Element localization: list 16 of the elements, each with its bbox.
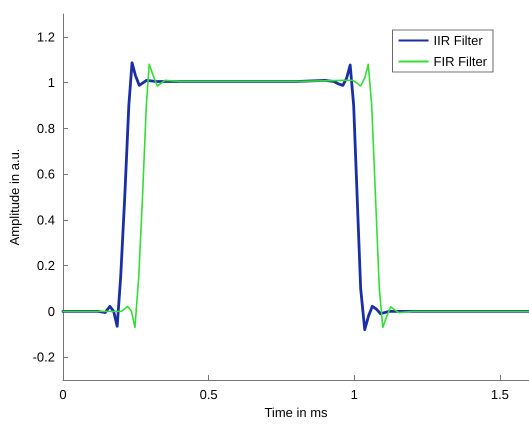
legend-label: IIR Filter	[434, 33, 484, 48]
x-tick-label: 1.5	[490, 387, 509, 402]
y-tick-label: 0.2	[36, 258, 55, 274]
y-tick-label: -0.2	[32, 350, 55, 365]
y-tick-label: 0.6	[36, 166, 55, 182]
x-axis-title: Time in ms	[264, 404, 328, 420]
y-tick-label: 1	[48, 75, 55, 90]
y-axis-title: Amplitude in a.u.	[7, 148, 22, 246]
y-tick-label: 0	[48, 304, 55, 319]
x-tick-label: 1	[350, 387, 358, 402]
y-tick-label: 0.4	[36, 212, 55, 228]
y-tick-label: 0.8	[36, 120, 55, 136]
x-tick-label: 0.5	[200, 387, 218, 402]
legend-label: FIR Filter	[434, 54, 488, 69]
x-tick-label: 0	[59, 387, 67, 402]
y-tick-label: 1.2	[36, 29, 55, 44]
